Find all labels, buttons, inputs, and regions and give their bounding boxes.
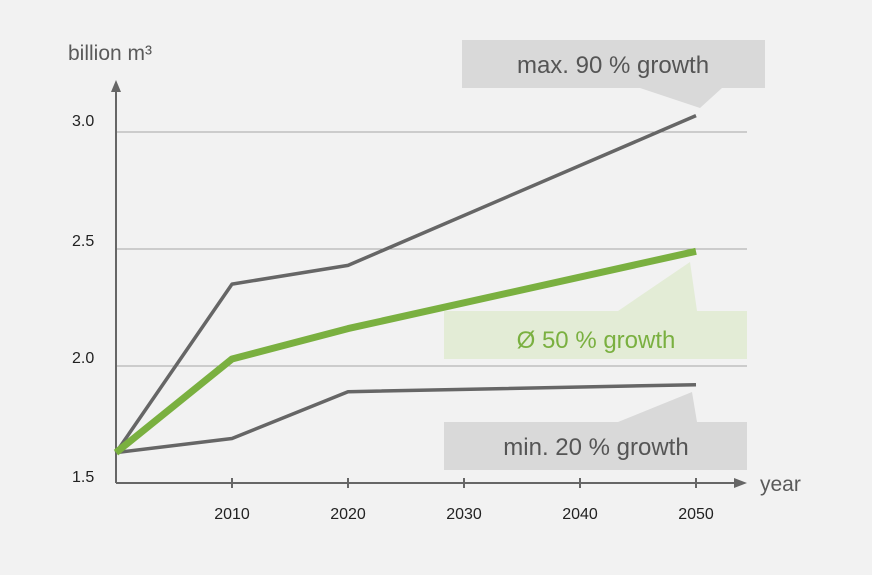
series-line-min bbox=[115, 382, 697, 455]
y-tick-label-1-5: 1.5 bbox=[72, 469, 94, 486]
x-tick-label-2020: 2020 bbox=[330, 506, 366, 523]
y-axis-title: billion m³ bbox=[68, 42, 152, 65]
callout-avg: Ø 50 % growth bbox=[444, 262, 747, 359]
callout-max-box bbox=[462, 40, 765, 108]
y-tick-label-2-5: 2.5 bbox=[72, 233, 94, 250]
series-line-avg bbox=[113, 247, 697, 456]
x-axis-title: year bbox=[760, 473, 801, 496]
series-line-max bbox=[114, 113, 697, 454]
callout-max: max. 90 % growth bbox=[462, 40, 765, 108]
callout-min-box bbox=[444, 392, 747, 470]
callout-avg-box bbox=[444, 262, 747, 359]
callout-avg-label: Ø 50 % growth bbox=[517, 327, 676, 354]
callout-max-label: max. 90 % growth bbox=[517, 52, 709, 79]
y-tick-label-2-0: 2.0 bbox=[72, 350, 94, 367]
x-tick-label-2040: 2040 bbox=[562, 506, 598, 523]
x-tick-label-2030: 2030 bbox=[446, 506, 482, 523]
callout-min: min. 20 % growth bbox=[444, 392, 747, 470]
x-axis-arrow-icon bbox=[734, 478, 747, 488]
y-axis-arrow-icon bbox=[111, 80, 121, 92]
x-tick-label-2050: 2050 bbox=[678, 506, 714, 523]
y-tick-label-3-0: 3.0 bbox=[72, 113, 94, 130]
callout-min-label: min. 20 % growth bbox=[503, 434, 688, 461]
x-tick-label-2010: 2010 bbox=[214, 506, 250, 523]
series-lines bbox=[113, 113, 697, 456]
